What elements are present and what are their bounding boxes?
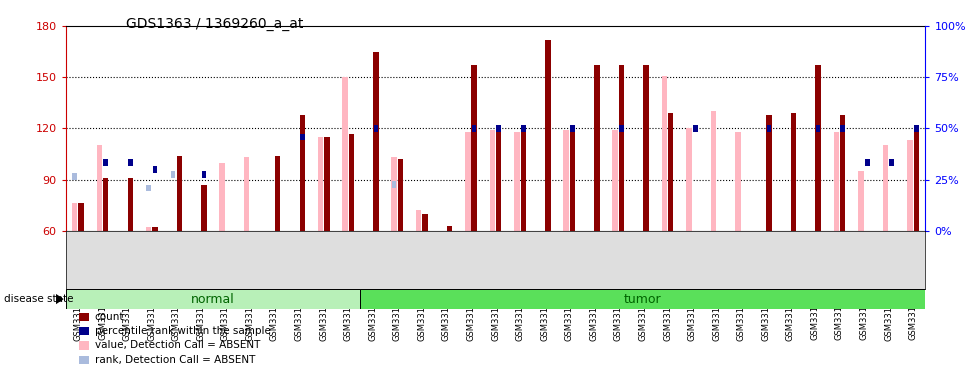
Bar: [374, 125, 379, 132]
Bar: [349, 134, 355, 231]
Bar: [497, 125, 501, 132]
Bar: [146, 227, 151, 231]
Bar: [570, 132, 575, 231]
Text: count: count: [95, 312, 125, 322]
Bar: [643, 65, 649, 231]
Bar: [521, 125, 526, 132]
Bar: [791, 113, 796, 231]
Bar: [883, 146, 888, 231]
Bar: [612, 130, 618, 231]
Bar: [570, 125, 575, 132]
Bar: [693, 125, 697, 132]
Bar: [299, 115, 305, 231]
Bar: [471, 125, 476, 132]
Bar: [858, 171, 864, 231]
Bar: [521, 132, 526, 231]
Bar: [422, 214, 428, 231]
Bar: [686, 128, 692, 231]
Bar: [594, 65, 600, 231]
Bar: [815, 65, 821, 231]
Bar: [890, 159, 895, 166]
Bar: [711, 111, 716, 231]
Bar: [66, 289, 360, 309]
Text: GDS1363 / 1369260_a_at: GDS1363 / 1369260_a_at: [126, 17, 303, 31]
Bar: [318, 137, 323, 231]
Bar: [342, 77, 348, 231]
Text: tumor: tumor: [624, 292, 662, 306]
Bar: [398, 159, 403, 231]
Bar: [202, 171, 207, 178]
Bar: [563, 130, 569, 231]
Bar: [840, 125, 845, 132]
Bar: [447, 225, 452, 231]
Bar: [465, 132, 470, 231]
Bar: [735, 132, 741, 231]
Text: rank, Detection Call = ABSENT: rank, Detection Call = ABSENT: [95, 355, 255, 364]
Bar: [767, 125, 771, 132]
Bar: [146, 184, 151, 192]
Bar: [497, 132, 501, 231]
Bar: [103, 159, 108, 166]
Bar: [103, 178, 108, 231]
Bar: [545, 40, 551, 231]
Text: disease state: disease state: [4, 294, 73, 304]
Bar: [392, 181, 396, 188]
Text: normal: normal: [191, 292, 235, 306]
Bar: [490, 130, 495, 231]
Bar: [128, 159, 132, 166]
Bar: [373, 52, 379, 231]
Bar: [244, 158, 249, 231]
Bar: [815, 125, 820, 132]
Bar: [275, 156, 280, 231]
Bar: [619, 125, 624, 132]
Bar: [299, 134, 304, 140]
Bar: [840, 115, 845, 231]
Bar: [78, 203, 84, 231]
Bar: [416, 210, 421, 231]
Bar: [391, 158, 397, 231]
Bar: [177, 156, 183, 231]
Bar: [865, 159, 869, 166]
Bar: [72, 173, 77, 180]
Bar: [914, 132, 919, 231]
Polygon shape: [56, 294, 64, 304]
Bar: [201, 184, 207, 231]
Bar: [907, 140, 913, 231]
Bar: [668, 113, 673, 231]
Bar: [360, 289, 925, 309]
Bar: [153, 166, 157, 173]
Bar: [766, 115, 772, 231]
Bar: [128, 178, 133, 231]
Bar: [662, 76, 667, 231]
Text: value, Detection Call = ABSENT: value, Detection Call = ABSENT: [95, 340, 260, 350]
Bar: [471, 65, 477, 231]
Bar: [219, 162, 225, 231]
Bar: [619, 65, 624, 231]
Bar: [72, 203, 77, 231]
Bar: [834, 132, 838, 231]
Bar: [171, 171, 176, 178]
Bar: [514, 132, 520, 231]
Bar: [914, 125, 919, 132]
Bar: [153, 227, 157, 231]
Bar: [325, 137, 329, 231]
Bar: [97, 146, 102, 231]
Text: percentile rank within the sample: percentile rank within the sample: [95, 326, 270, 336]
